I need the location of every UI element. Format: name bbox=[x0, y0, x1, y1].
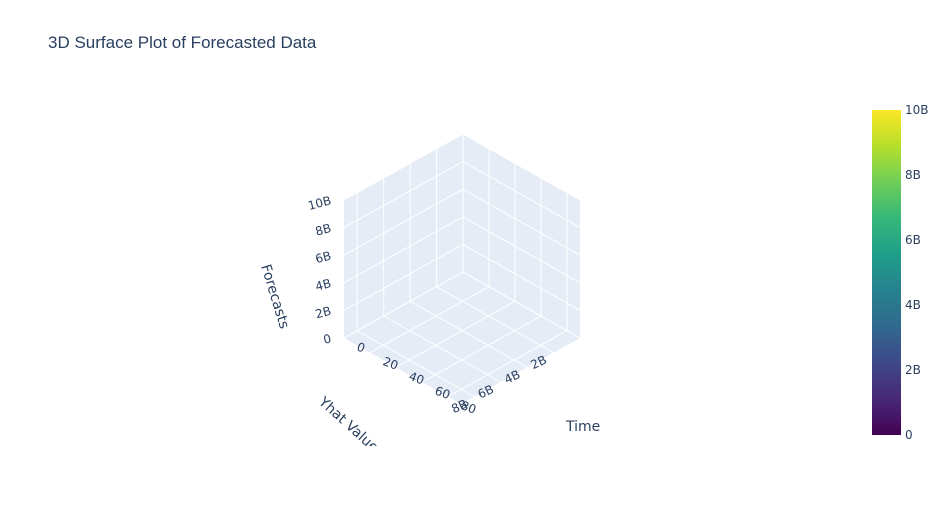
yhat-gridline-floor bbox=[356, 330, 475, 398]
colorbar: 0 2B 4B 6B 8B 10B bbox=[872, 103, 929, 442]
yhat-gridline-floor bbox=[436, 286, 554, 354]
colorbar-tick-label: 10B bbox=[905, 103, 929, 117]
forecast-gridline-left bbox=[343, 133, 464, 201]
forecast-gridline-left bbox=[343, 243, 464, 311]
time-tick-label: 60 bbox=[433, 384, 452, 402]
yhat-tick-label: 2B bbox=[529, 353, 549, 372]
colorbar-tick-label: 0 bbox=[905, 428, 913, 442]
forecast-tick-label: 6B bbox=[314, 249, 333, 267]
yhat-tick-label: 4B bbox=[502, 367, 522, 386]
forecast-gridline-right bbox=[462, 271, 581, 339]
yhat-gridline-floor bbox=[383, 315, 501, 383]
time-gridline-floor bbox=[395, 300, 516, 368]
time-gridline-floor bbox=[369, 286, 490, 354]
time-axis-title: Time bbox=[565, 419, 600, 435]
back-right-wall bbox=[463, 134, 580, 338]
forecast-tick-label: 2B bbox=[314, 304, 333, 322]
back-left-wall bbox=[344, 134, 463, 338]
time-tick-label: 0 bbox=[355, 340, 367, 356]
time-tick-label: 20 bbox=[381, 354, 400, 372]
forecast-tick-label: 10B bbox=[306, 193, 332, 213]
chart-title: 3D Surface Plot of Forecasted Data bbox=[48, 33, 317, 52]
yhat-tick-label: 6B bbox=[476, 382, 496, 401]
time-tick-label: 80 bbox=[459, 398, 478, 416]
forecast-gridline-left bbox=[343, 216, 464, 284]
forecast-tick-label: 4B bbox=[314, 276, 333, 294]
axis-tick-labels: 0 20 40 60 80 2B 4B 6B 8B 0 2B 4B 6B 8B 10B bbox=[306, 193, 548, 416]
colorbar-gradient bbox=[872, 110, 901, 435]
forecast-tick-label: 0 bbox=[322, 331, 333, 347]
forecast-gridline-left bbox=[343, 161, 464, 229]
forecast-gridline-left bbox=[343, 271, 464, 339]
colorbar-tick-label: 2B bbox=[905, 363, 921, 377]
colorbar-tick-label: 6B bbox=[905, 233, 921, 247]
scene-bottom-mask bbox=[300, 446, 500, 525]
forecast-tick-label: 8B bbox=[314, 221, 333, 239]
colorbar-tick-label: 4B bbox=[905, 298, 921, 312]
forecast-gridline-right bbox=[462, 133, 581, 201]
time-gridline-floor bbox=[447, 330, 568, 398]
scene-gridlines bbox=[343, 133, 581, 398]
forecast-gridline-right bbox=[462, 188, 581, 256]
forecast-axis-title: Forecasts bbox=[257, 262, 292, 330]
forecast-gridline-right bbox=[462, 161, 581, 229]
colorbar-tick-label: 8B bbox=[905, 168, 921, 182]
forecast-gridline-left bbox=[343, 188, 464, 256]
yhat-gridline-floor bbox=[409, 300, 528, 368]
yhat-tick-label: 8B bbox=[449, 397, 469, 416]
time-tick-label: 40 bbox=[407, 369, 426, 387]
time-gridline-floor bbox=[421, 315, 542, 383]
forecast-gridline-right bbox=[462, 243, 581, 311]
forecast-gridline-right bbox=[462, 216, 581, 284]
